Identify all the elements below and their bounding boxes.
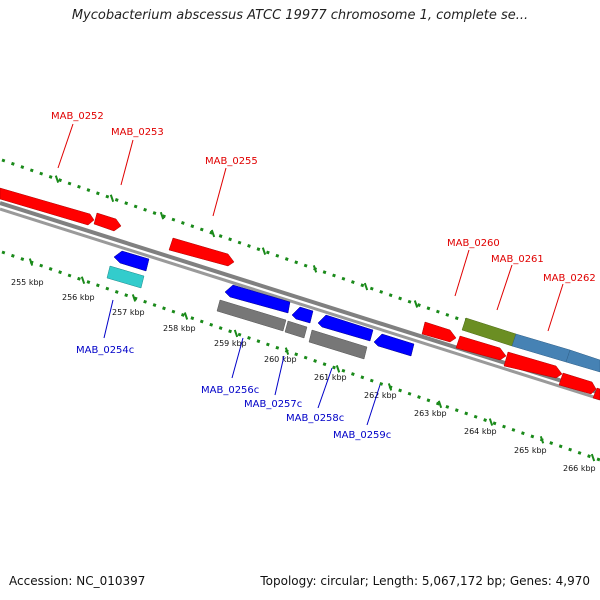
lower-major-tick xyxy=(284,347,290,355)
lower-major-tick xyxy=(437,400,443,409)
lower-major-tick xyxy=(80,276,86,284)
lower-major-tick xyxy=(590,453,596,462)
gene-mab-0255-arrow[interactable] xyxy=(168,237,235,267)
lower-major-tick xyxy=(488,418,494,426)
upper-major-tick xyxy=(109,194,115,203)
feature-gray-bar[interactable] xyxy=(308,329,368,360)
map-title: Mycobacterium abscessus ATCC 19977 chrom… xyxy=(71,8,529,23)
gene-label-mab-0260[interactable]: MAB_0260 xyxy=(447,238,500,249)
gene-mab-0260-arrow[interactable] xyxy=(421,321,457,343)
gene-mab-0252-arrow[interactable] xyxy=(0,187,95,226)
gene-label-mab-0258c[interactable]: MAB_0258c xyxy=(286,413,344,424)
lower-major-tick xyxy=(183,312,189,320)
gene-leader-line xyxy=(231,337,244,379)
gene-label-mab-0256c[interactable]: MAB_0256c xyxy=(201,385,259,396)
gene-reverse-arrow[interactable] xyxy=(113,250,150,272)
feature-steel-bar[interactable] xyxy=(565,349,600,373)
kbp-tick-label: 264 kbp xyxy=(464,427,497,436)
gene-leader-line xyxy=(496,264,513,311)
gene-label-mab-0259c[interactable]: MAB_0259c xyxy=(333,430,391,441)
gene-mab-0258c-arrow[interactable] xyxy=(317,314,374,342)
gene-label-mab-0254c[interactable]: MAB_0254c xyxy=(76,345,134,356)
lower-major-tick xyxy=(131,294,137,302)
gene-leader-line xyxy=(103,299,114,339)
kbp-tick-label: 265 kbp xyxy=(514,446,547,455)
gene-forward-arrow[interactable] xyxy=(503,351,563,379)
kbp-tick-label: 257 kbp xyxy=(112,308,145,317)
kbp-tick-label: 260 kbp xyxy=(264,355,297,364)
gene-leader-line xyxy=(454,249,470,297)
upper-major-tick xyxy=(261,247,267,255)
kbp-tick-label: 261 kbp xyxy=(314,373,347,382)
kbp-tick-label: 263 kbp xyxy=(414,409,447,418)
backbone-strand xyxy=(0,201,600,395)
gene-label-mab-0252[interactable]: MAB_0252 xyxy=(51,111,104,122)
gene-forward-arrow[interactable] xyxy=(592,387,600,401)
upper-major-tick xyxy=(312,265,318,273)
gene-mab-0254c-bar[interactable] xyxy=(106,265,145,289)
gene-leader-line xyxy=(547,283,564,332)
feature-gray-bar[interactable] xyxy=(284,320,308,339)
gene-label-mab-0261[interactable]: MAB_0261 xyxy=(491,254,544,265)
gene-mab-0257c-arrow[interactable] xyxy=(291,306,314,324)
upper-major-tick xyxy=(363,282,369,291)
gene-leader-line xyxy=(317,367,333,409)
lower-major-tick xyxy=(539,436,545,444)
kbp-tick-label: 256 kbp xyxy=(62,293,95,302)
upper-major-tick xyxy=(159,211,165,220)
gene-label-mab-0262[interactable]: MAB_0262 xyxy=(543,273,596,284)
kbp-ruler: 255 kbp 256 kbp 257 kbp 258 kbp 259 kbp 260 k… xyxy=(11,278,596,473)
upper-major-tick xyxy=(54,175,60,183)
gene-label-mab-0255[interactable]: MAB_0255 xyxy=(205,156,258,167)
gene-mab-0253-arrow[interactable] xyxy=(93,212,122,232)
upper-major-tick xyxy=(210,229,216,238)
backbone-strand xyxy=(0,207,600,401)
gene-leader-line xyxy=(212,167,227,217)
lower-major-tick xyxy=(335,365,341,373)
genome-summary: Topology: circular; Length: 5,067,172 bp… xyxy=(260,574,590,588)
upper-major-tick xyxy=(413,300,419,308)
kbp-tick-label: 266 kbp xyxy=(563,464,596,473)
kbp-tick-label: 262 kbp xyxy=(364,391,397,400)
accession-label: Accession: NC_010397 xyxy=(9,574,146,588)
gene-leader-line xyxy=(274,355,285,396)
kbp-tick-label: 258 kbp xyxy=(163,324,196,333)
lower-ticks xyxy=(28,258,596,462)
gene-leader-line xyxy=(120,139,134,186)
gene-label-mab-0253[interactable]: MAB_0253 xyxy=(111,127,164,138)
kbp-tick-label: 259 kbp xyxy=(214,339,247,348)
gene-leader-line xyxy=(57,123,74,169)
gene-label-mab-0257c[interactable]: MAB_0257c xyxy=(244,399,302,410)
feature-gray-bar[interactable] xyxy=(216,299,287,332)
gene-leader-line xyxy=(366,384,381,426)
gene-mab-0261-arrow[interactable] xyxy=(455,335,507,361)
gene-mab-0259c-arrow[interactable] xyxy=(373,333,415,357)
gene-mab-0262-arrow[interactable] xyxy=(558,372,597,395)
kbp-tick-label: 255 kbp xyxy=(11,278,44,287)
lower-major-tick xyxy=(233,329,239,338)
gene-mab-0256c-arrow[interactable] xyxy=(224,284,291,314)
lower-major-tick xyxy=(28,258,34,266)
lower-major-tick xyxy=(387,383,393,391)
